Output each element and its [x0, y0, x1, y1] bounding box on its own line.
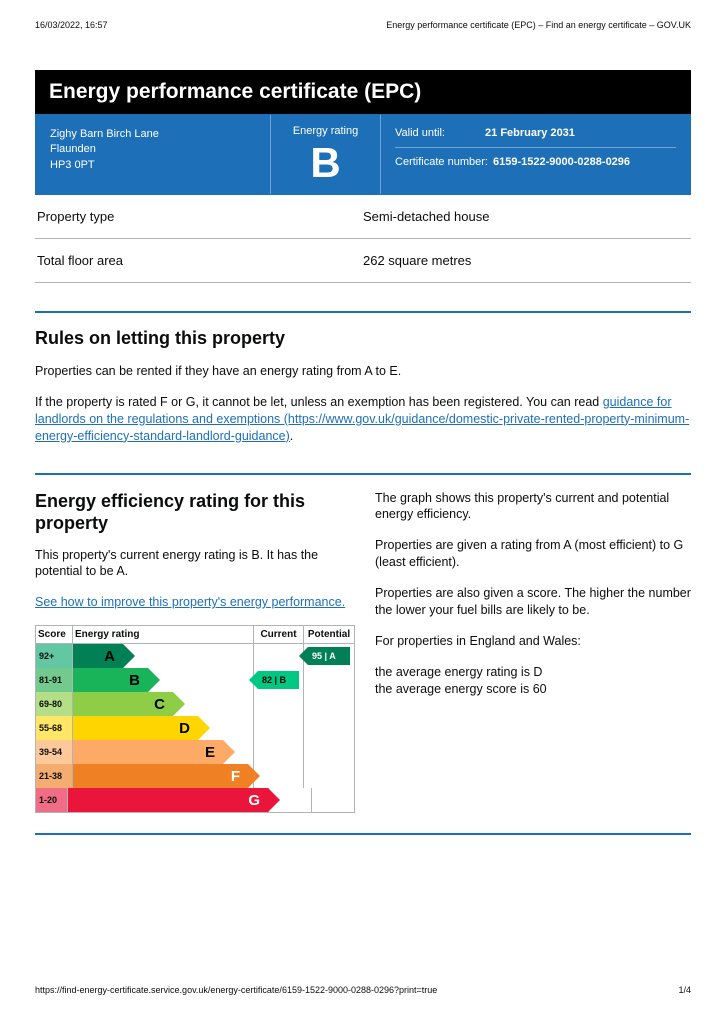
validity-block: Valid until: 21 February 2031 Certificat… — [381, 115, 690, 194]
current-marker: 82 | B — [258, 671, 299, 689]
potential-cell: 95 | A — [304, 644, 354, 668]
score-cell: 55-68 — [36, 716, 73, 740]
cert-value: 6159-1522-9000-0288-0296 — [493, 156, 630, 168]
address-line: HP3 0PT — [50, 158, 256, 173]
score-cell: 39-54 — [36, 740, 73, 764]
chart-row: 55-68D — [36, 716, 354, 740]
chart-col-potential: Potential — [304, 626, 354, 643]
address-block: Zighy Barn Birch Lane Flaunden HP3 0PT — [36, 115, 271, 194]
chart-row: 92+A 95 | A — [36, 644, 354, 668]
current-cell — [254, 692, 304, 716]
score-cell: 81-91 — [36, 668, 73, 692]
chart-row: 21-38F — [36, 764, 354, 788]
table-row: Total floor area 262 square metres — [35, 239, 691, 283]
current-cell — [254, 764, 304, 788]
efficiency-heading: Energy efficiency rating for this proper… — [35, 490, 355, 535]
rating-cell: A — [73, 644, 254, 668]
eff-right-p: For properties in England and Wales: — [375, 633, 691, 650]
efficiency-description: The graph shows this property's current … — [375, 490, 691, 814]
chart-col-score: Score — [36, 626, 73, 643]
eff-right-p: the average energy rating is D the avera… — [375, 664, 691, 698]
score-cell: 21-38 — [36, 764, 73, 788]
current-cell — [254, 716, 304, 740]
rating-label: Energy rating — [281, 125, 370, 137]
rating-cell: E — [73, 740, 254, 764]
summary-box: Zighy Barn Birch Lane Flaunden HP3 0PT E… — [35, 114, 691, 195]
letting-p1: Properties can be rented if they have an… — [35, 363, 691, 380]
prop-key: Property type — [37, 209, 363, 224]
chart-row: 39-54E — [36, 740, 354, 764]
current-cell — [269, 788, 312, 812]
rating-block: Energy rating B — [271, 115, 381, 194]
potential-cell — [304, 764, 354, 788]
address-line: Flaunden — [50, 142, 256, 157]
chart-row: 1-20G — [36, 788, 354, 812]
table-row: Property type Semi-detached house — [35, 195, 691, 239]
eff-right-p: Properties are given a rating from A (mo… — [375, 537, 691, 571]
rating-cell: F — [73, 764, 254, 788]
prop-key: Total floor area — [37, 253, 363, 268]
page-footer: https://find-energy-certificate.service.… — [35, 985, 691, 995]
footer-url: https://find-energy-certificate.service.… — [35, 985, 437, 995]
address-line: Zighy Barn Birch Lane — [50, 127, 256, 142]
valid-label: Valid until: — [395, 127, 485, 139]
score-cell: 92+ — [36, 644, 73, 668]
potential-cell — [304, 692, 354, 716]
valid-value: 21 February 2031 — [485, 127, 575, 139]
chart-col-rating: Energy rating — [73, 626, 254, 643]
rating-cell: G — [68, 788, 269, 812]
chart-row: 81-91B82 | B — [36, 668, 354, 692]
rating-cell: C — [73, 692, 254, 716]
energy-chart: Score Energy rating Current Potential 92… — [35, 625, 355, 813]
current-cell — [254, 644, 304, 668]
potential-cell — [304, 668, 354, 692]
footer-page: 1/4 — [678, 985, 691, 995]
header-title: Energy performance certificate (EPC) – F… — [386, 20, 691, 30]
cert-label: Certificate number: — [395, 156, 488, 168]
rating-cell: D — [73, 716, 254, 740]
letting-p2: If the property is rated F or G, it cann… — [35, 394, 691, 445]
score-cell: 69-80 — [36, 692, 73, 716]
current-cell — [254, 740, 304, 764]
potential-cell — [304, 716, 354, 740]
page-header: 16/03/2022, 16:57 Energy performance cer… — [35, 20, 691, 30]
potential-marker: 95 | A — [308, 647, 350, 665]
prop-value: 262 square metres — [363, 253, 689, 268]
potential-cell — [312, 788, 354, 812]
potential-cell — [304, 740, 354, 764]
eff-right-p: Properties are also given a score. The h… — [375, 585, 691, 619]
rating-cell: B — [73, 668, 254, 692]
property-table: Property type Semi-detached house Total … — [35, 195, 691, 283]
letting-heading: Rules on letting this property — [35, 328, 691, 349]
chart-row: 69-80C — [36, 692, 354, 716]
current-cell: 82 | B — [254, 668, 304, 692]
prop-value: Semi-detached house — [363, 209, 689, 224]
rating-letter: B — [281, 142, 370, 184]
improve-link[interactable]: See how to improve this property's energ… — [35, 595, 345, 609]
page-title: Energy performance certificate (EPC) — [35, 70, 691, 114]
score-cell: 1-20 — [36, 788, 68, 812]
header-datetime: 16/03/2022, 16:57 — [35, 20, 108, 30]
chart-col-current: Current — [254, 626, 304, 643]
eff-right-p: The graph shows this property's current … — [375, 490, 691, 524]
efficiency-p1: This property's current energy rating is… — [35, 547, 355, 581]
